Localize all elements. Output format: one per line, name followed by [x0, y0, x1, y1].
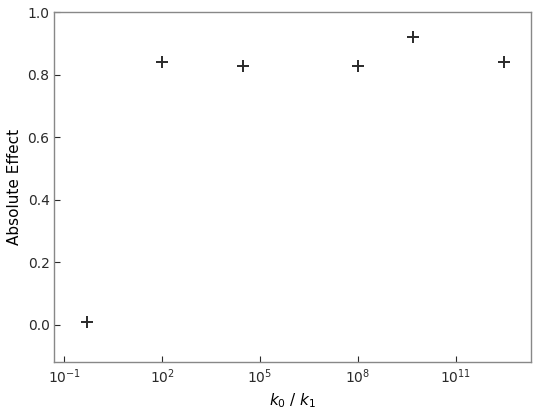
Y-axis label: Absolute Effect: Absolute Effect	[7, 129, 22, 246]
X-axis label: $k_0$ / $k_1$: $k_0$ / $k_1$	[269, 392, 316, 410]
